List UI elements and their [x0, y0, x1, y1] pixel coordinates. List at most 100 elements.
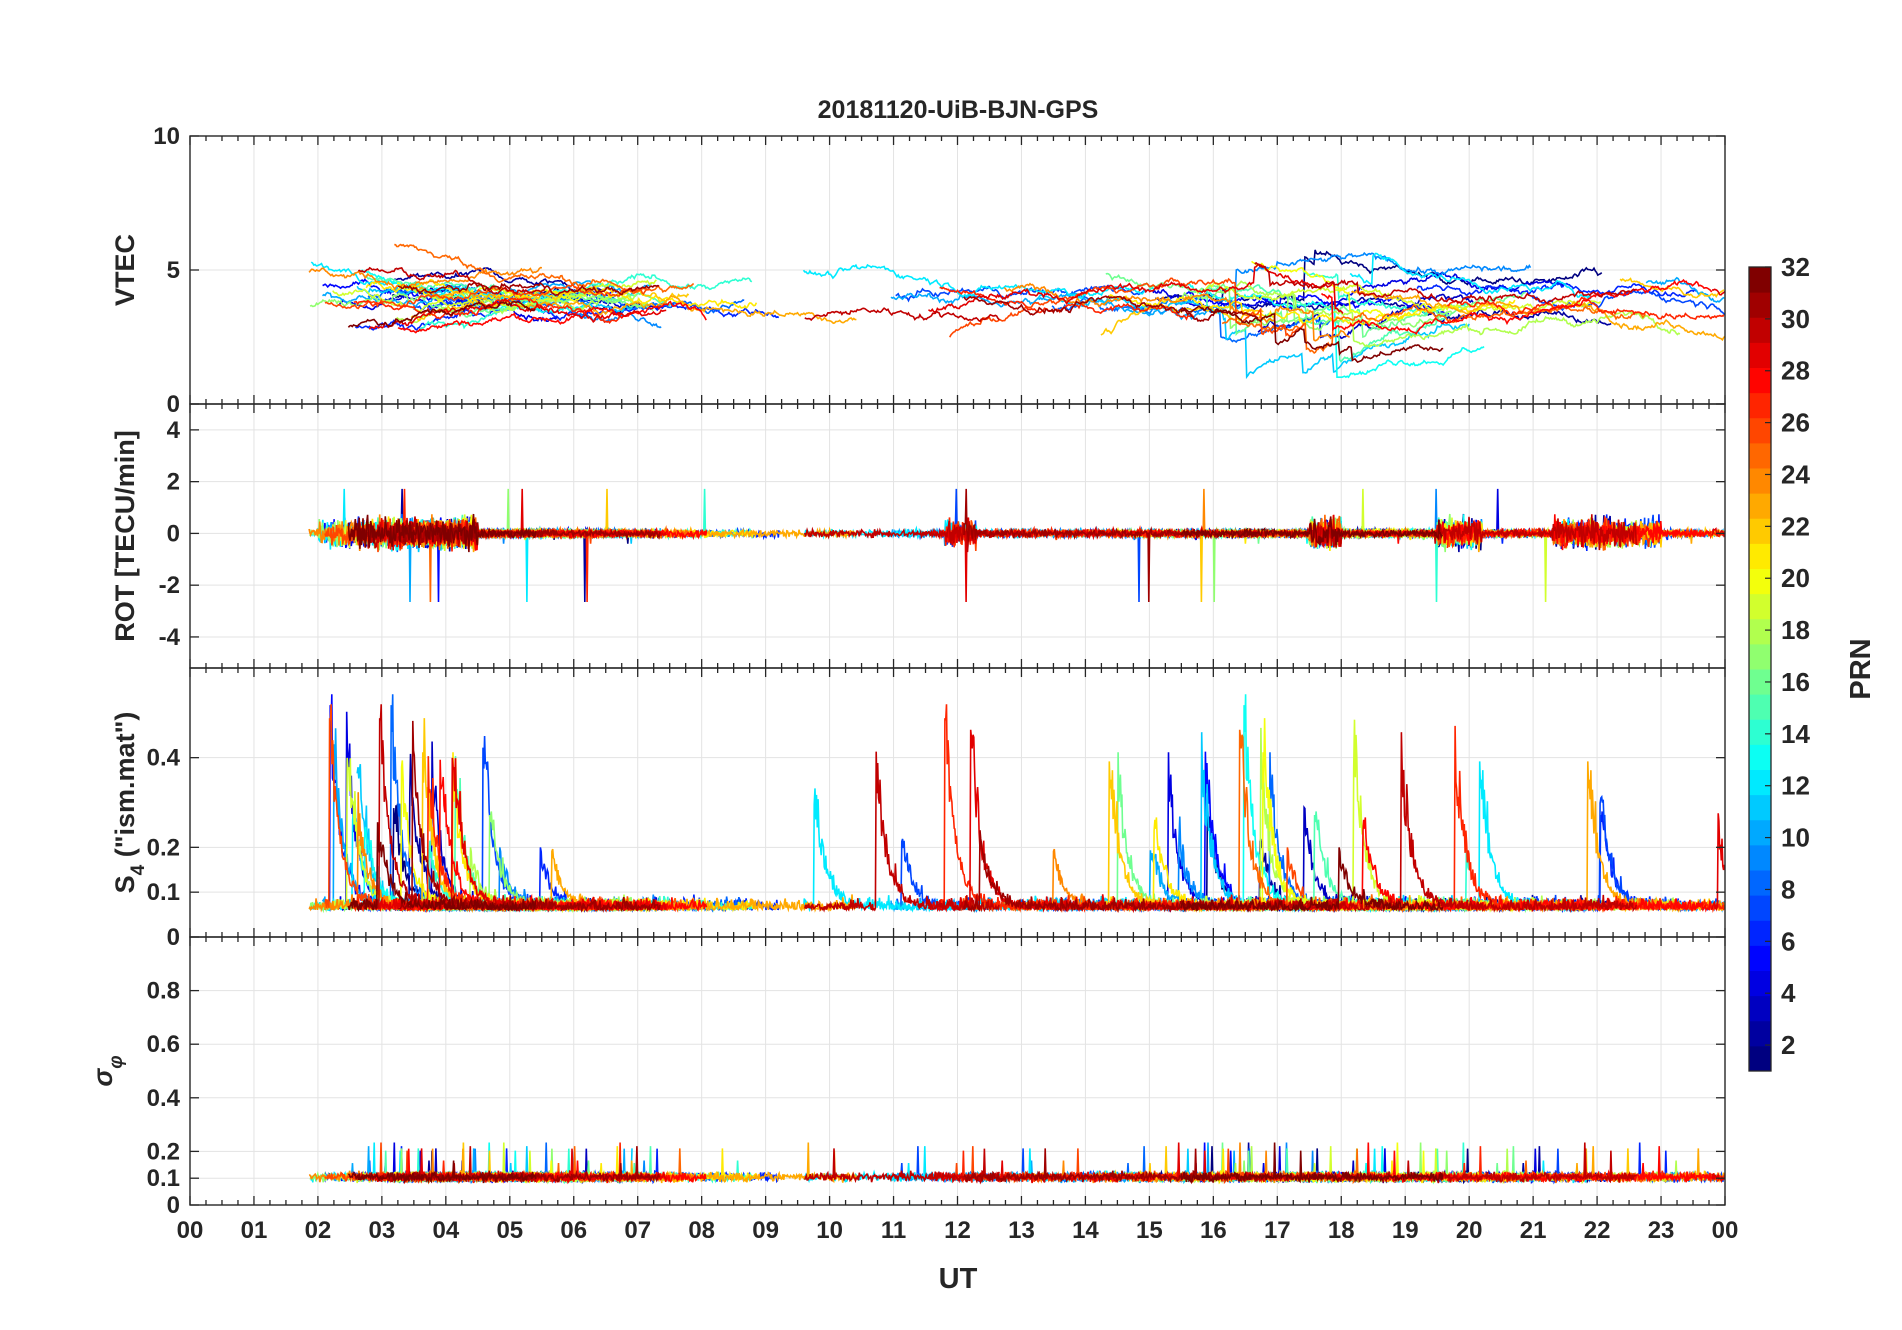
x-tick-label: 21: [1520, 1217, 1547, 1244]
x-tick-label: 00: [177, 1217, 204, 1244]
series-line-prn-22: [1619, 277, 1725, 299]
series-line-prn-18: [1234, 727, 1682, 913]
colorbar-tick-label: 30: [1781, 304, 1810, 334]
series-line-prn-12: [1349, 252, 1593, 300]
colorbar-swatch-prn-19: [1749, 593, 1771, 620]
x-tick-label: 16: [1200, 1217, 1227, 1244]
panel-rot: -4 -2 0 2 4 ROT [TECU/min]: [110, 403, 1726, 669]
series-line-prn-30: [804, 307, 1000, 323]
x-tick-label: 12: [944, 1217, 971, 1244]
colorbar-swatch-prn-8: [1749, 870, 1771, 896]
series-line-prn-7: [895, 284, 1147, 303]
y-tick-label: 4: [167, 417, 181, 444]
colorbar-swatch-prn-4: [1749, 970, 1771, 997]
x-tick-label: 10: [816, 1217, 843, 1244]
colorbar-swatch-prn-6: [1749, 920, 1771, 946]
colorbar-tick-label: 24: [1781, 459, 1810, 489]
colorbar-swatch-prn-1: [1749, 1045, 1771, 1072]
colorbar-tick-label: 10: [1781, 823, 1810, 853]
series-line-prn-24: [308, 266, 543, 291]
x-ticks-sigma_phi: [189, 937, 1726, 1205]
series-line-prn-30: [804, 521, 1000, 553]
y-axis-label-vtec: VTEC: [110, 234, 140, 306]
x-ticks-s4: [189, 668, 1726, 937]
series-line-prn-14: [1302, 270, 1469, 316]
colorbar-swatch-prn-10: [1749, 819, 1771, 846]
colorbar-swatch-prn-5: [1749, 945, 1771, 971]
colorbar-tick-label: 28: [1781, 356, 1810, 386]
x-axis-label: UT: [939, 1263, 978, 1295]
x-tick-label: 08: [688, 1217, 715, 1244]
series-line-prn-31: [397, 1146, 660, 1184]
colorbar-swatch-prn-20: [1749, 568, 1771, 595]
series-line-prn-29: [1711, 527, 1725, 538]
colorbar-swatch-prn-9: [1749, 844, 1771, 871]
colorbar-tick-label: 20: [1781, 563, 1810, 593]
series-line-prn-19: [1191, 719, 1601, 913]
series-line-prn-29: [1711, 813, 1725, 912]
series-line-prn-22: [410, 285, 690, 322]
series-line-prn-29: [368, 297, 667, 330]
y-axis-label-sigma_phi: σφ: [88, 1055, 127, 1086]
y-tick-label: 0: [167, 924, 180, 951]
series-line-prn-20: [1250, 718, 1437, 913]
y-tick-label: 10: [153, 123, 180, 150]
x-tick-label: 07: [624, 1217, 651, 1244]
y-axis-label-rot: ROT [TECU/min]: [110, 430, 140, 641]
x-tick-label: 17: [1264, 1217, 1291, 1244]
series-line-prn-25: [1221, 304, 1647, 355]
x-tick-label: 14: [1072, 1217, 1099, 1244]
series-line-prn-27: [1446, 725, 1725, 913]
series-line-prn-4: [1152, 752, 1565, 913]
series-line-prn-23: [409, 286, 857, 325]
colorbar-swatch-prn-3: [1749, 995, 1771, 1022]
y-tick-label: 0.4: [147, 1085, 181, 1112]
colorbar-swatch-prn-29: [1749, 342, 1771, 368]
series-line-prn-32: [347, 1160, 537, 1184]
series-line-prn-28: [397, 300, 707, 334]
series-line-prn-30: [804, 751, 1000, 913]
chart-title: 20181120-UiB-BJN-GPS: [818, 96, 1099, 124]
colorbar-swatch-prn-32: [1749, 267, 1771, 293]
colorbar-swatch-prn-26: [1749, 417, 1771, 444]
colorbar-swatch-prn-22: [1749, 518, 1771, 544]
colorbar-swatch-prn-31: [1749, 292, 1771, 318]
x-tick-label: 15: [1136, 1217, 1163, 1244]
series-line-prn-28: [1320, 817, 1713, 913]
colorbar-tick-label: 16: [1781, 667, 1810, 697]
x-tick-label: 20: [1456, 1217, 1483, 1244]
colorbar-frame: [1748, 266, 1772, 1072]
colorbar-tick-label: 26: [1781, 408, 1810, 438]
colorbar-swatch-prn-13: [1749, 744, 1771, 770]
series-line-prn-32: [347, 822, 537, 913]
colorbar-tick-label: 2: [1781, 1030, 1795, 1060]
y-tick-label: -2: [159, 572, 180, 599]
series-line-prn-32: [347, 300, 536, 328]
series-line-prn-29: [927, 263, 1344, 314]
x-tick-label: 11: [881, 1217, 906, 1244]
panel-s4: 0 0.1 0.2 0.4S4 ("ism.mat"): [110, 667, 1726, 951]
panel-vtec: 0 5 10 VTEC: [110, 123, 1726, 418]
series-line-prn-13: [1186, 694, 1486, 913]
x-tick-labels: 00 01 02 03 04 05 06 07 08 09 10 11 12 13 14 15 16 17 18 19…: [177, 1217, 1739, 1244]
y-tick-label: 0.6: [147, 1031, 180, 1058]
x-tick-label: 02: [305, 1217, 332, 1244]
y-tick-label: 0: [167, 520, 180, 547]
colorbar-swatch-prn-27: [1749, 392, 1771, 419]
colorbar-swatch-prn-23: [1749, 493, 1771, 519]
y-tick-label: 0.2: [147, 1138, 180, 1165]
series-line-prn-12: [1349, 761, 1593, 913]
x-tick-label: 01: [241, 1217, 268, 1244]
x-tick-label: 23: [1648, 1217, 1675, 1244]
series-line-prn-32: [1180, 847, 1444, 913]
series-line-prn-4: [338, 292, 559, 323]
series-line-prn-3: [1257, 293, 1474, 340]
series-line-prn-32: [1180, 516, 1444, 546]
x-tick-label: 18: [1328, 1217, 1355, 1244]
y-tick-label: 2: [167, 469, 180, 496]
colorbar-swatch-prn-28: [1749, 367, 1771, 394]
x-tick-label: 03: [369, 1217, 396, 1244]
colorbar-swatch-prn-11: [1749, 794, 1771, 821]
colorbar-swatch-prn-18: [1749, 618, 1771, 645]
